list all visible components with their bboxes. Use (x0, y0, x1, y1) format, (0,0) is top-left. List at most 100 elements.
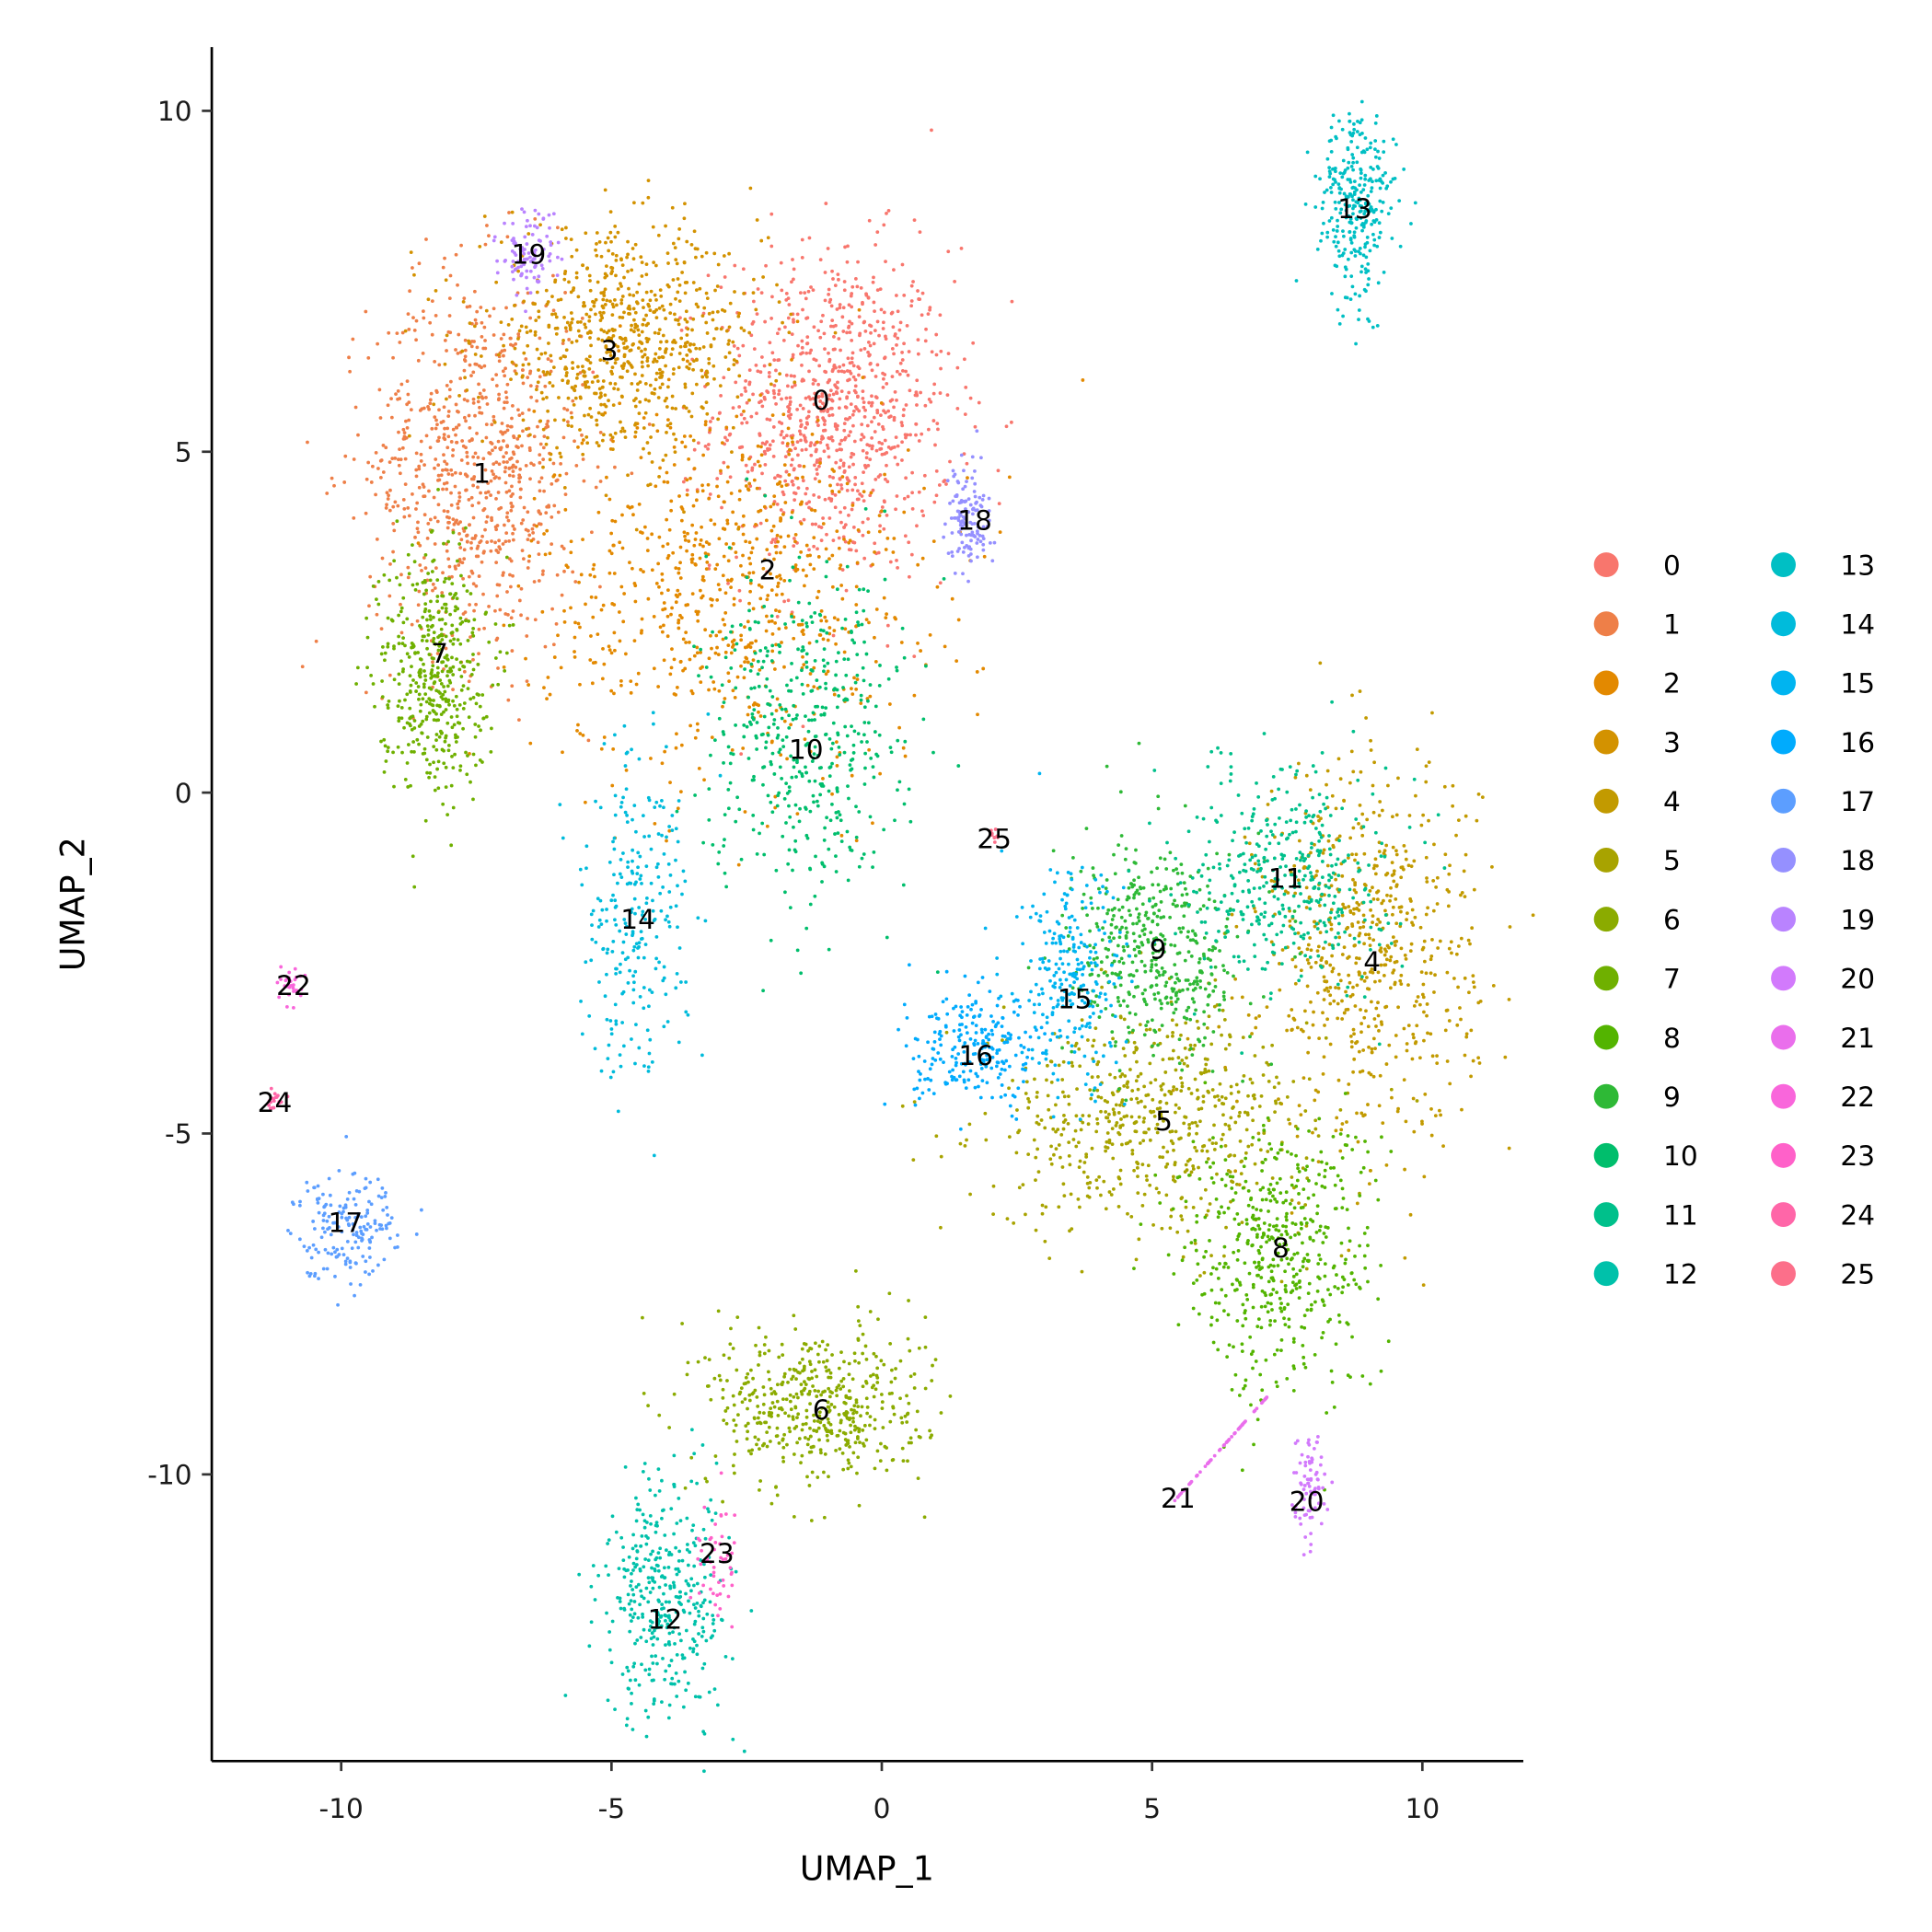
point (1372, 863, 1377, 868)
point (892, 418, 897, 422)
point (652, 310, 656, 314)
point (1370, 1047, 1374, 1051)
point (560, 227, 564, 232)
point (649, 435, 653, 439)
point (1336, 757, 1341, 761)
point (1369, 748, 1373, 752)
point (1188, 1157, 1192, 1162)
point (613, 224, 618, 228)
point (740, 1400, 745, 1405)
point (1243, 1110, 1247, 1115)
point (773, 805, 778, 810)
point (609, 272, 614, 275)
point (936, 427, 940, 432)
point (830, 438, 835, 443)
point (825, 1429, 829, 1434)
point (1452, 977, 1456, 980)
point (471, 455, 476, 459)
point (805, 1475, 809, 1479)
point (792, 1394, 796, 1399)
point (516, 332, 521, 336)
point (765, 440, 769, 444)
point (644, 313, 648, 318)
point (551, 461, 556, 466)
point (862, 415, 867, 419)
point (502, 665, 506, 669)
point (845, 396, 849, 400)
point (695, 358, 699, 363)
point (916, 641, 920, 645)
point (589, 595, 594, 599)
point (843, 627, 848, 631)
point (561, 435, 566, 440)
point (860, 422, 864, 426)
point (594, 596, 598, 599)
point (1193, 1145, 1197, 1150)
point (824, 672, 828, 677)
point (473, 362, 478, 366)
point (414, 474, 419, 479)
point (1382, 953, 1387, 957)
point (1061, 1059, 1066, 1064)
point (640, 330, 644, 334)
point (620, 546, 625, 550)
point (441, 487, 445, 492)
point (605, 475, 608, 480)
point (618, 401, 622, 406)
point (722, 554, 726, 559)
point (604, 493, 608, 498)
point (794, 1377, 798, 1381)
point (1107, 1140, 1112, 1145)
point (718, 587, 723, 592)
point (788, 1393, 792, 1397)
point (1007, 1135, 1012, 1140)
point (412, 328, 417, 332)
point (839, 584, 844, 587)
point (880, 1406, 885, 1411)
point (584, 800, 587, 804)
point (660, 374, 665, 377)
point (920, 509, 924, 514)
cluster-7-points (354, 487, 515, 889)
point (510, 504, 514, 509)
point (706, 382, 710, 386)
point (431, 582, 435, 586)
point (1196, 1095, 1200, 1100)
point (731, 1394, 735, 1398)
point (630, 365, 634, 369)
point (1472, 980, 1475, 985)
point (520, 375, 525, 379)
point (798, 419, 803, 422)
point (843, 1431, 848, 1436)
point (422, 494, 427, 499)
point (789, 463, 793, 468)
point (909, 299, 914, 303)
point (1081, 1120, 1085, 1125)
point (1391, 971, 1395, 975)
point (873, 329, 877, 333)
point (868, 353, 872, 357)
point (599, 254, 604, 259)
point (758, 1420, 762, 1425)
point (562, 272, 567, 276)
point (821, 436, 826, 440)
point (1369, 1072, 1373, 1077)
point (748, 561, 753, 566)
point (550, 384, 555, 388)
point (923, 403, 928, 408)
point (1357, 1049, 1361, 1054)
point (1312, 1010, 1315, 1014)
point (535, 524, 538, 528)
point (1398, 978, 1403, 983)
point (482, 214, 487, 218)
point (462, 669, 467, 674)
point (488, 314, 492, 318)
point (795, 440, 800, 444)
point (518, 467, 522, 471)
point (701, 345, 706, 349)
point (507, 538, 512, 543)
point (538, 522, 543, 526)
point (1136, 1191, 1140, 1196)
point (1078, 1064, 1082, 1069)
point (525, 634, 529, 638)
